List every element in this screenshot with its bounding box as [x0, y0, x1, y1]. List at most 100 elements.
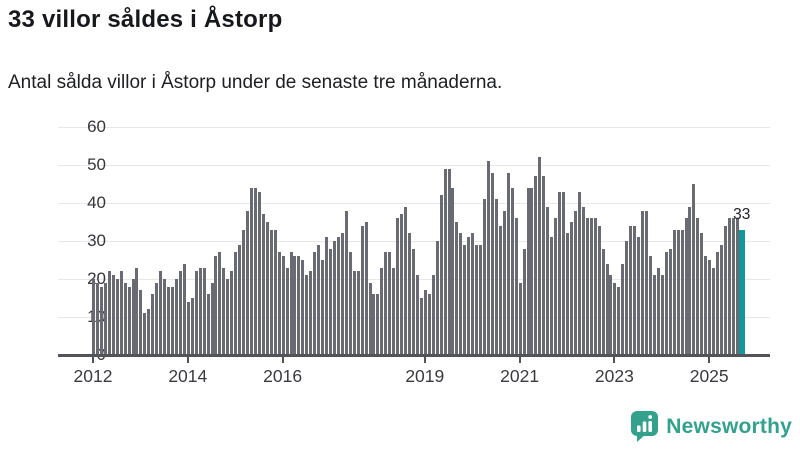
- bar: [250, 187, 253, 355]
- x-axis-tick: [708, 357, 711, 363]
- bar: [427, 294, 431, 355]
- bar: [151, 294, 155, 355]
- bar: [210, 282, 214, 355]
- bar: [459, 233, 463, 355]
- bar: [498, 225, 502, 355]
- bar: [692, 184, 696, 355]
- bar: [490, 172, 494, 355]
- bar: [155, 282, 159, 355]
- bar: [380, 267, 384, 355]
- bar: [321, 260, 325, 355]
- gridline: [58, 203, 770, 204]
- bar: [119, 271, 123, 355]
- y-axis-tick-label: 40: [87, 193, 106, 212]
- bar: [534, 176, 538, 355]
- bar: [435, 241, 439, 355]
- bar: [605, 263, 609, 355]
- bar: [641, 210, 645, 355]
- bar: [297, 256, 301, 355]
- bar: [664, 252, 668, 355]
- bar: [487, 161, 490, 355]
- x-axis-line: [58, 354, 770, 357]
- bar: [218, 252, 222, 355]
- bar: [400, 214, 404, 355]
- bar: [542, 176, 546, 355]
- x-axis-tick: [613, 357, 616, 363]
- bar: [506, 172, 510, 355]
- bar: [550, 237, 554, 355]
- bar: [329, 248, 332, 355]
- bar: [265, 222, 269, 355]
- bar: [530, 187, 534, 355]
- bar: [392, 267, 396, 355]
- bar: [332, 241, 336, 355]
- gridline: [58, 165, 770, 166]
- bar: [439, 195, 443, 355]
- bar: [261, 214, 265, 355]
- bar: [194, 271, 198, 355]
- bar: [344, 210, 348, 355]
- bar: [325, 237, 329, 355]
- bar: [727, 218, 731, 355]
- bar: [483, 199, 487, 355]
- x-axis-tick-label: 2016: [263, 366, 303, 386]
- bar: [625, 241, 629, 355]
- bar: [293, 256, 297, 355]
- bar-chart: 0102030405060 20122014201620192021202320…: [58, 117, 770, 386]
- bar: [546, 206, 550, 355]
- bar: [463, 244, 467, 355]
- highlighted-bar: [738, 229, 746, 355]
- bar: [309, 271, 313, 355]
- bar: [451, 187, 455, 355]
- bar: [159, 271, 163, 355]
- bar: [186, 301, 190, 355]
- bar: [360, 225, 364, 355]
- bar: [648, 256, 652, 355]
- bar: [471, 233, 475, 355]
- x-axis-tick: [423, 357, 426, 363]
- bar: [336, 237, 340, 355]
- bar: [704, 256, 708, 355]
- bar: [340, 233, 344, 355]
- bar: [621, 263, 625, 355]
- bar: [518, 282, 522, 355]
- bar: [510, 187, 514, 355]
- bar: [163, 279, 167, 355]
- bar: [415, 275, 419, 355]
- bar: [285, 267, 289, 355]
- bar: [562, 191, 566, 355]
- bar: [198, 267, 202, 355]
- bar: [712, 267, 716, 355]
- bar: [577, 191, 581, 355]
- bar: [301, 260, 305, 355]
- bar: [502, 210, 506, 355]
- bar: [364, 222, 368, 355]
- bar: [135, 267, 139, 355]
- bar: [656, 267, 660, 355]
- bar: [724, 225, 727, 355]
- bar: [609, 275, 613, 355]
- bar: [431, 275, 435, 355]
- x-axis-tick: [281, 357, 284, 363]
- bar: [202, 267, 206, 355]
- bar: [103, 282, 107, 355]
- x-axis-tick: [518, 357, 521, 363]
- bar: [569, 222, 573, 355]
- bar: [246, 210, 250, 355]
- bar: [423, 290, 427, 355]
- bar: [696, 218, 700, 355]
- bar: [352, 271, 356, 355]
- bar: [684, 218, 688, 355]
- bar: [447, 168, 451, 355]
- newsworthy-brandmark: Newsworthy: [630, 410, 792, 443]
- bar: [597, 225, 601, 355]
- bar: [637, 237, 641, 355]
- bar: [601, 248, 605, 355]
- bar: [585, 218, 589, 355]
- x-axis-tick-label: 2019: [405, 366, 445, 386]
- bar: [731, 218, 735, 355]
- bar: [660, 275, 664, 355]
- bar: [581, 206, 585, 355]
- bar: [735, 218, 739, 355]
- bar: [99, 286, 103, 355]
